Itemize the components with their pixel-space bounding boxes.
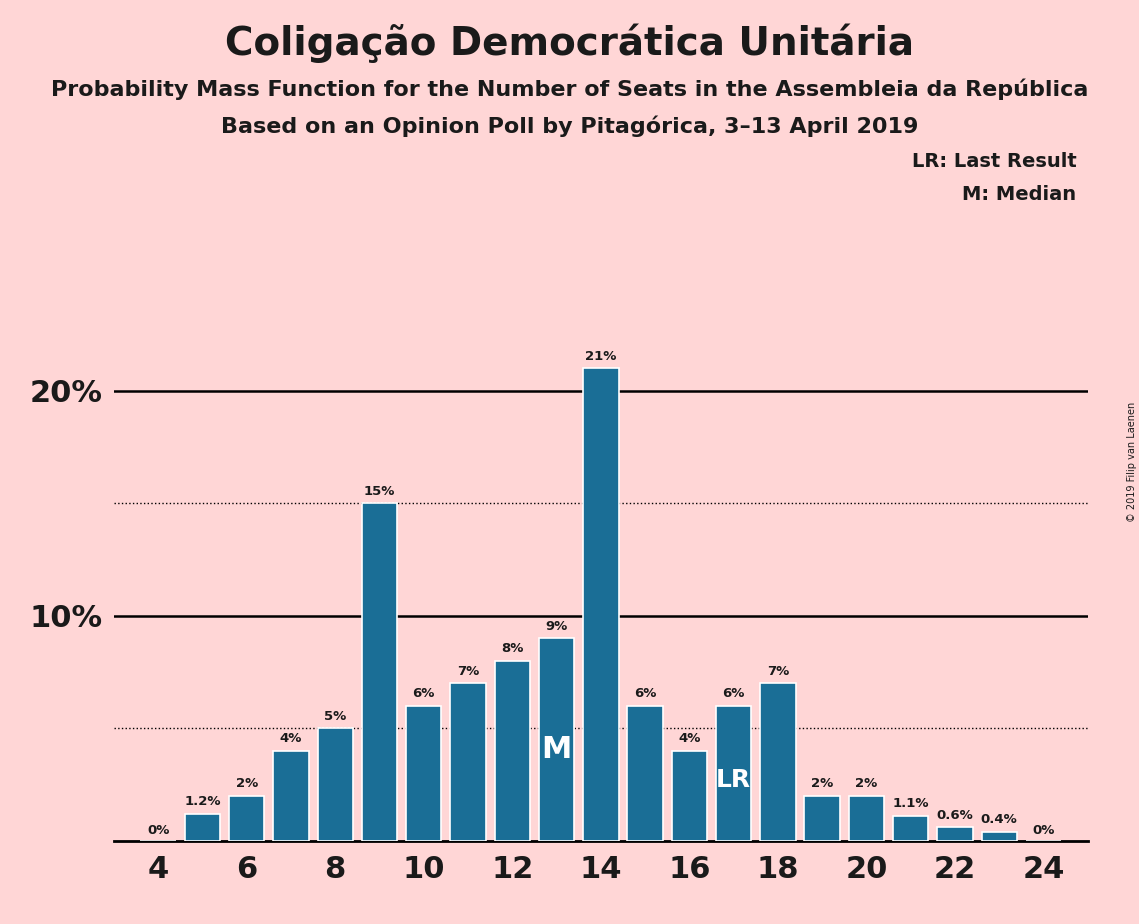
Text: Coligação Democrática Unitária: Coligação Democrática Unitária bbox=[226, 23, 913, 63]
Text: 9%: 9% bbox=[546, 620, 567, 633]
Text: 1.1%: 1.1% bbox=[893, 797, 929, 810]
Text: Based on an Opinion Poll by Pitagórica, 3–13 April 2019: Based on an Opinion Poll by Pitagórica, … bbox=[221, 116, 918, 137]
Bar bbox=[185, 814, 220, 841]
Bar bbox=[450, 684, 485, 841]
Bar bbox=[362, 504, 398, 841]
Bar bbox=[583, 369, 618, 841]
Text: 0.6%: 0.6% bbox=[936, 808, 974, 821]
Bar bbox=[318, 728, 353, 841]
Bar bbox=[804, 796, 839, 841]
Text: 5%: 5% bbox=[325, 710, 346, 723]
Text: 6%: 6% bbox=[412, 687, 435, 700]
Text: 2%: 2% bbox=[236, 777, 257, 790]
Bar bbox=[893, 816, 928, 841]
Text: LR: LR bbox=[716, 768, 752, 792]
Text: Probability Mass Function for the Number of Seats in the Assembleia da República: Probability Mass Function for the Number… bbox=[51, 79, 1088, 100]
Text: 4%: 4% bbox=[678, 732, 700, 746]
Bar bbox=[716, 706, 752, 841]
Bar bbox=[539, 638, 574, 841]
Text: © 2019 Filip van Laenen: © 2019 Filip van Laenen bbox=[1126, 402, 1137, 522]
Bar bbox=[229, 796, 264, 841]
Text: 8%: 8% bbox=[501, 642, 524, 655]
Text: 15%: 15% bbox=[363, 485, 395, 498]
Text: M: Median: M: Median bbox=[962, 185, 1076, 204]
Bar bbox=[760, 684, 796, 841]
Bar bbox=[672, 751, 707, 841]
Text: 7%: 7% bbox=[457, 664, 480, 677]
Text: 7%: 7% bbox=[767, 664, 789, 677]
Text: 4%: 4% bbox=[280, 732, 302, 746]
Text: 21%: 21% bbox=[585, 350, 616, 363]
Bar bbox=[982, 832, 1017, 841]
Text: 6%: 6% bbox=[634, 687, 656, 700]
Text: 1.2%: 1.2% bbox=[185, 796, 221, 808]
Text: 2%: 2% bbox=[811, 777, 834, 790]
Bar bbox=[628, 706, 663, 841]
Text: 6%: 6% bbox=[722, 687, 745, 700]
Text: LR: Last Result: LR: Last Result bbox=[911, 152, 1076, 172]
Bar bbox=[937, 827, 973, 841]
Text: M: M bbox=[541, 736, 572, 764]
Text: 2%: 2% bbox=[855, 777, 877, 790]
Bar bbox=[273, 751, 309, 841]
Bar bbox=[405, 706, 442, 841]
Text: 0%: 0% bbox=[1032, 824, 1055, 837]
Text: 0%: 0% bbox=[147, 824, 170, 837]
Bar bbox=[494, 661, 530, 841]
Text: 0.4%: 0.4% bbox=[981, 813, 1017, 826]
Bar bbox=[849, 796, 884, 841]
